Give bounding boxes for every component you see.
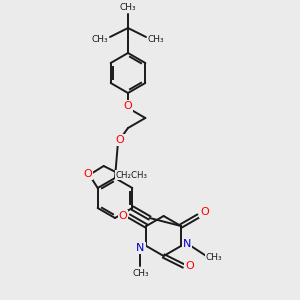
Text: N: N: [183, 239, 191, 249]
Text: O: O: [83, 169, 92, 179]
Text: N: N: [136, 243, 145, 253]
Text: O: O: [118, 211, 127, 221]
Text: CH₃: CH₃: [92, 35, 108, 44]
Text: CH₃: CH₃: [206, 254, 223, 262]
Text: O: O: [124, 101, 132, 111]
Text: CH₃: CH₃: [120, 2, 136, 11]
Text: O: O: [200, 207, 209, 217]
Text: O: O: [116, 135, 124, 145]
Text: CH₂CH₃: CH₂CH₃: [116, 170, 148, 179]
Text: CH₃: CH₃: [132, 269, 148, 278]
Text: CH₃: CH₃: [148, 35, 164, 44]
Text: O: O: [185, 261, 194, 271]
